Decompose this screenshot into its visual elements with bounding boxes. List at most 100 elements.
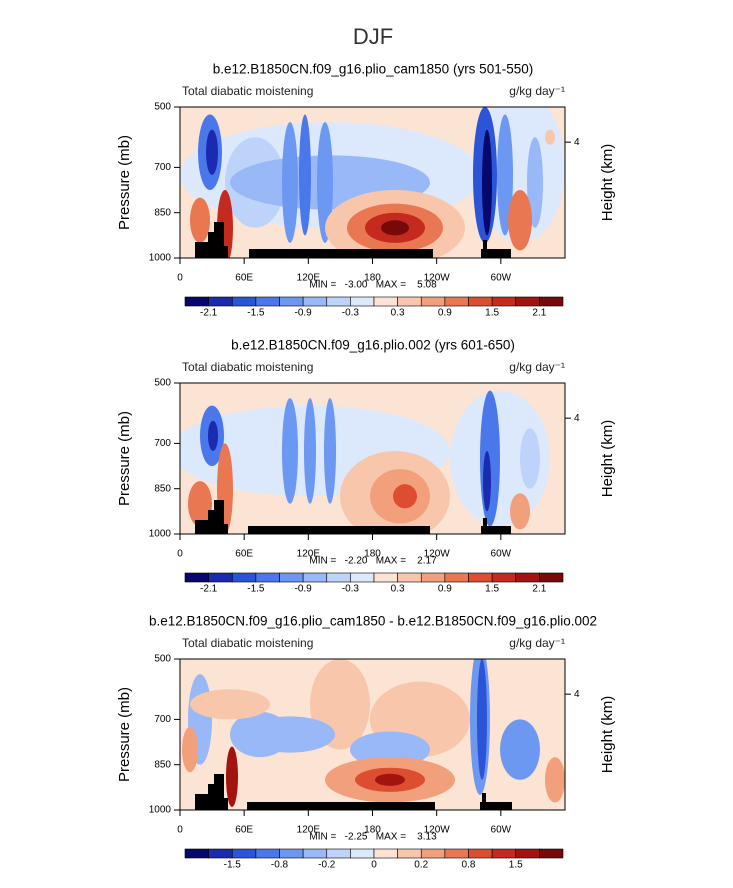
topography [248, 526, 430, 534]
field-blob [393, 484, 417, 509]
colorbar-box [255, 296, 280, 307]
colorbar-label: 1.5 [485, 584, 499, 595]
x-tick-label: 120W [424, 549, 451, 560]
stats: MIN = -2.25 MAX = 3.13 [309, 832, 437, 843]
colorbar-box [373, 572, 398, 583]
colorbar-box [326, 848, 351, 859]
colorbar-label: -0.8 [271, 860, 289, 871]
colorbar-box [539, 572, 564, 583]
topography [247, 802, 435, 810]
colorbar-box [184, 296, 209, 307]
colorbar-box [302, 296, 328, 307]
y2-axis-label: Height (km) [599, 420, 616, 498]
topography [483, 240, 487, 258]
y-tick-label: 1000 [149, 253, 172, 264]
stats: MIN = -3.00 MAX = 5.08 [309, 280, 437, 291]
colorbar-box [279, 296, 304, 307]
x-tick-label: 60W [491, 549, 512, 560]
field-blob [190, 689, 270, 720]
colorbar-label: 0 [371, 860, 377, 871]
topography [214, 500, 224, 534]
topography [481, 249, 511, 258]
x-tick-label: 120E [297, 825, 321, 836]
topography [224, 246, 228, 258]
y-tick-label: 700 [154, 162, 171, 173]
right-label: g/kg day⁻¹ [509, 636, 565, 650]
colorbar-box [350, 296, 375, 307]
x-tick-label: 0 [177, 549, 183, 560]
colorbar-label: -0.2 [318, 860, 336, 871]
field-blob [208, 420, 218, 451]
x-tick-label: 60E [235, 273, 253, 284]
field [180, 383, 565, 534]
y-tick-label: 700 [154, 438, 171, 449]
y-tick-label: 500 [154, 654, 171, 665]
colorbar-label: 1.5 [485, 308, 499, 319]
colorbar-box [255, 572, 280, 583]
panel-title: b.e12.B1850CN.f09_g16.plio.002 (yrs 601-… [231, 338, 515, 353]
left-label: Total diabatic moistening [182, 636, 313, 650]
topography [195, 242, 208, 258]
x-tick-label: 120E [297, 273, 321, 284]
field-blob [545, 129, 555, 145]
colorbar-box [491, 296, 517, 307]
y-tick-label: 500 [154, 378, 171, 389]
colorbar-box [350, 848, 375, 859]
field-blob [483, 450, 491, 512]
colorbar-box [444, 848, 469, 859]
colorbar-label: -2.1 [200, 308, 218, 319]
colorbar-box [279, 572, 304, 583]
colorbar-box [468, 848, 493, 859]
field-blob [510, 493, 530, 530]
x-tick-label: 120W [424, 273, 451, 284]
colorbar-box [231, 572, 257, 583]
colorbar-label: 0.9 [438, 584, 452, 595]
panel-title: b.e12.B1850CN.f09_g16.plio_cam1850 (yrs … [213, 62, 533, 77]
topography [208, 232, 214, 258]
topography [195, 520, 208, 534]
x-tick-label: 180 [364, 273, 381, 284]
colorbar-box [444, 572, 469, 583]
right-label: g/kg day⁻¹ [509, 84, 565, 98]
y2-tick-label: 4 [574, 413, 580, 424]
colorbar-label: 2.1 [532, 308, 546, 319]
topography [481, 526, 511, 534]
y-tick-label: 850 [154, 207, 171, 218]
y-axis-label: Pressure (mb) [116, 411, 133, 506]
colorbar-label: 0.2 [414, 860, 428, 871]
y-tick-label: 1000 [149, 529, 172, 540]
y2-axis-label: Height (km) [599, 696, 616, 774]
colorbar-box [539, 296, 564, 307]
colorbar-label: -1.5 [247, 308, 265, 319]
colorbar-box [350, 572, 375, 583]
colorbar-label: -0.3 [342, 584, 360, 595]
field-blob [482, 129, 492, 236]
colorbar-box [231, 296, 257, 307]
colorbar-box [302, 848, 328, 859]
colorbar-box [208, 572, 233, 583]
field-blob [324, 398, 336, 504]
right-label: g/kg day⁻¹ [509, 360, 565, 374]
x-tick-label: 60W [491, 825, 512, 836]
colorbar-box [302, 572, 328, 583]
colorbar-box [539, 848, 564, 859]
topography [483, 518, 487, 534]
y-tick-label: 700 [154, 714, 171, 725]
colorbar-label: 1.5 [509, 860, 523, 871]
y-axis-label: Pressure (mb) [116, 135, 133, 230]
colorbar-box [397, 848, 422, 859]
colorbar-label: 0.9 [438, 308, 452, 319]
colorbar-label: -2.1 [200, 584, 218, 595]
topography [480, 802, 512, 810]
field-blob [282, 398, 298, 504]
left-label: Total diabatic moistening [182, 84, 313, 98]
field-blob [182, 726, 198, 773]
y-axis-label: Pressure (mb) [116, 687, 133, 782]
colorbar-box [491, 572, 517, 583]
x-tick-label: 120W [424, 825, 451, 836]
colorbar-box [184, 572, 209, 583]
colorbar-box [468, 296, 493, 307]
colorbar-label: -0.3 [342, 308, 360, 319]
x-tick-label: 180 [364, 825, 381, 836]
field-blob [497, 114, 513, 236]
